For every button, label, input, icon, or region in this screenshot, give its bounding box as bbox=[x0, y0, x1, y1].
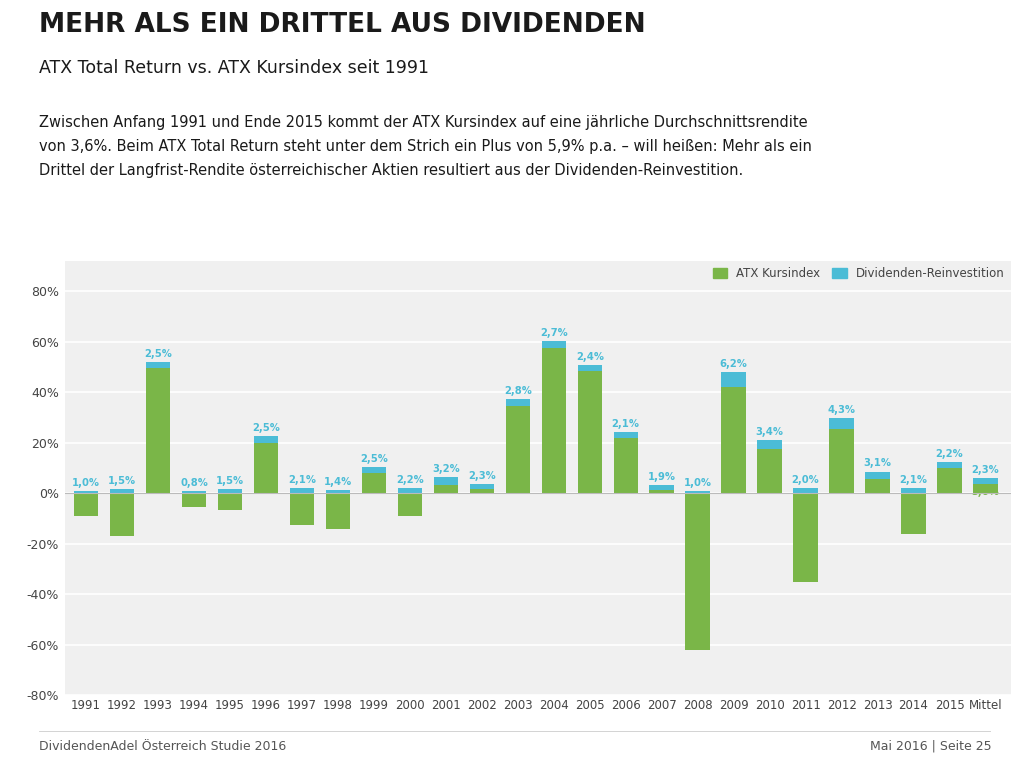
Text: 2,5%: 2,5% bbox=[144, 349, 172, 359]
Bar bbox=[578, 365, 602, 371]
Bar bbox=[361, 467, 386, 473]
Bar bbox=[973, 484, 997, 493]
Text: 2,2%: 2,2% bbox=[936, 449, 964, 459]
Text: 1,0%: 1,0% bbox=[684, 478, 712, 488]
Text: 1,4%: 1,4% bbox=[324, 477, 352, 487]
Bar bbox=[506, 406, 530, 493]
Text: 3,6%: 3,6% bbox=[972, 487, 999, 497]
Bar bbox=[613, 438, 638, 493]
Text: 2,4%: 2,4% bbox=[575, 352, 604, 362]
Bar bbox=[794, 488, 818, 493]
Text: 1,0%: 1,0% bbox=[72, 478, 100, 488]
Text: Mai 2016 | Seite 25: Mai 2016 | Seite 25 bbox=[869, 740, 991, 753]
Bar bbox=[506, 399, 530, 406]
Text: 2,5%: 2,5% bbox=[252, 423, 280, 433]
Bar bbox=[937, 468, 962, 493]
Text: 2,2%: 2,2% bbox=[396, 475, 424, 485]
Text: 1,9%: 1,9% bbox=[648, 472, 676, 482]
Bar bbox=[433, 477, 458, 485]
Text: Zwischen Anfang 1991 und Ende 2015 kommt der ATX Kursindex auf eine jährliche Du: Zwischen Anfang 1991 und Ende 2015 kommt… bbox=[39, 115, 812, 178]
Text: 3,2%: 3,2% bbox=[432, 464, 460, 474]
Bar bbox=[182, 492, 206, 493]
Text: 2,8%: 2,8% bbox=[504, 386, 531, 396]
Text: 1,5%: 1,5% bbox=[216, 476, 244, 486]
Bar bbox=[578, 371, 602, 493]
Bar bbox=[794, 493, 818, 581]
Bar bbox=[397, 488, 422, 493]
Bar bbox=[613, 432, 638, 438]
Text: 3,1%: 3,1% bbox=[863, 458, 892, 468]
Text: 0,8%: 0,8% bbox=[180, 478, 208, 488]
Bar bbox=[829, 418, 854, 429]
Text: 4,3%: 4,3% bbox=[827, 405, 856, 415]
Text: 2,1%: 2,1% bbox=[611, 419, 640, 429]
Bar bbox=[290, 488, 314, 493]
Bar bbox=[254, 443, 279, 493]
Text: 1,5%: 1,5% bbox=[108, 476, 136, 486]
Bar bbox=[145, 362, 170, 369]
Bar bbox=[829, 429, 854, 493]
Bar bbox=[865, 472, 890, 479]
Text: 2,1%: 2,1% bbox=[899, 475, 928, 485]
Bar bbox=[326, 490, 350, 493]
Text: 2,5%: 2,5% bbox=[360, 454, 388, 464]
Bar bbox=[722, 387, 745, 493]
Text: 2,1%: 2,1% bbox=[288, 475, 316, 485]
Bar bbox=[182, 493, 206, 507]
Bar bbox=[145, 369, 170, 493]
Text: 6,2%: 6,2% bbox=[720, 359, 748, 369]
Bar bbox=[290, 493, 314, 525]
Bar bbox=[542, 348, 566, 493]
Bar bbox=[254, 436, 279, 443]
Legend: ATX Kursindex, Dividenden-Reinvestition: ATX Kursindex, Dividenden-Reinvestition bbox=[713, 267, 1005, 280]
Bar bbox=[218, 489, 243, 493]
Bar bbox=[110, 489, 134, 493]
Bar bbox=[433, 485, 458, 493]
Text: ATX Total Return vs. ATX Kursindex seit 1991: ATX Total Return vs. ATX Kursindex seit … bbox=[39, 59, 429, 78]
Bar bbox=[758, 441, 782, 449]
Bar bbox=[361, 473, 386, 493]
Bar bbox=[973, 478, 997, 484]
Text: DividendenAdel Österreich Studie 2016: DividendenAdel Österreich Studie 2016 bbox=[39, 740, 286, 753]
Bar bbox=[685, 491, 710, 493]
Bar bbox=[74, 491, 98, 493]
Bar bbox=[937, 462, 962, 468]
Text: 2,3%: 2,3% bbox=[468, 471, 496, 481]
Bar bbox=[901, 488, 926, 493]
Bar bbox=[685, 493, 710, 650]
Text: 3,4%: 3,4% bbox=[756, 428, 783, 438]
Bar bbox=[110, 493, 134, 536]
Bar bbox=[218, 493, 243, 510]
Bar bbox=[326, 493, 350, 528]
Bar bbox=[74, 493, 98, 516]
Text: 2,0%: 2,0% bbox=[792, 475, 819, 485]
Bar bbox=[865, 479, 890, 493]
Bar bbox=[470, 484, 494, 489]
Text: 2,3%: 2,3% bbox=[972, 465, 999, 475]
Bar bbox=[397, 493, 422, 516]
Text: 2,7%: 2,7% bbox=[540, 328, 567, 339]
Bar bbox=[649, 490, 674, 493]
Bar bbox=[722, 372, 745, 387]
Bar bbox=[758, 449, 782, 493]
Bar bbox=[901, 493, 926, 534]
Bar bbox=[649, 485, 674, 490]
Text: MEHR ALS EIN DRITTEL AUS DIVIDENDEN: MEHR ALS EIN DRITTEL AUS DIVIDENDEN bbox=[39, 12, 645, 38]
Bar bbox=[542, 341, 566, 348]
Bar bbox=[470, 489, 494, 493]
